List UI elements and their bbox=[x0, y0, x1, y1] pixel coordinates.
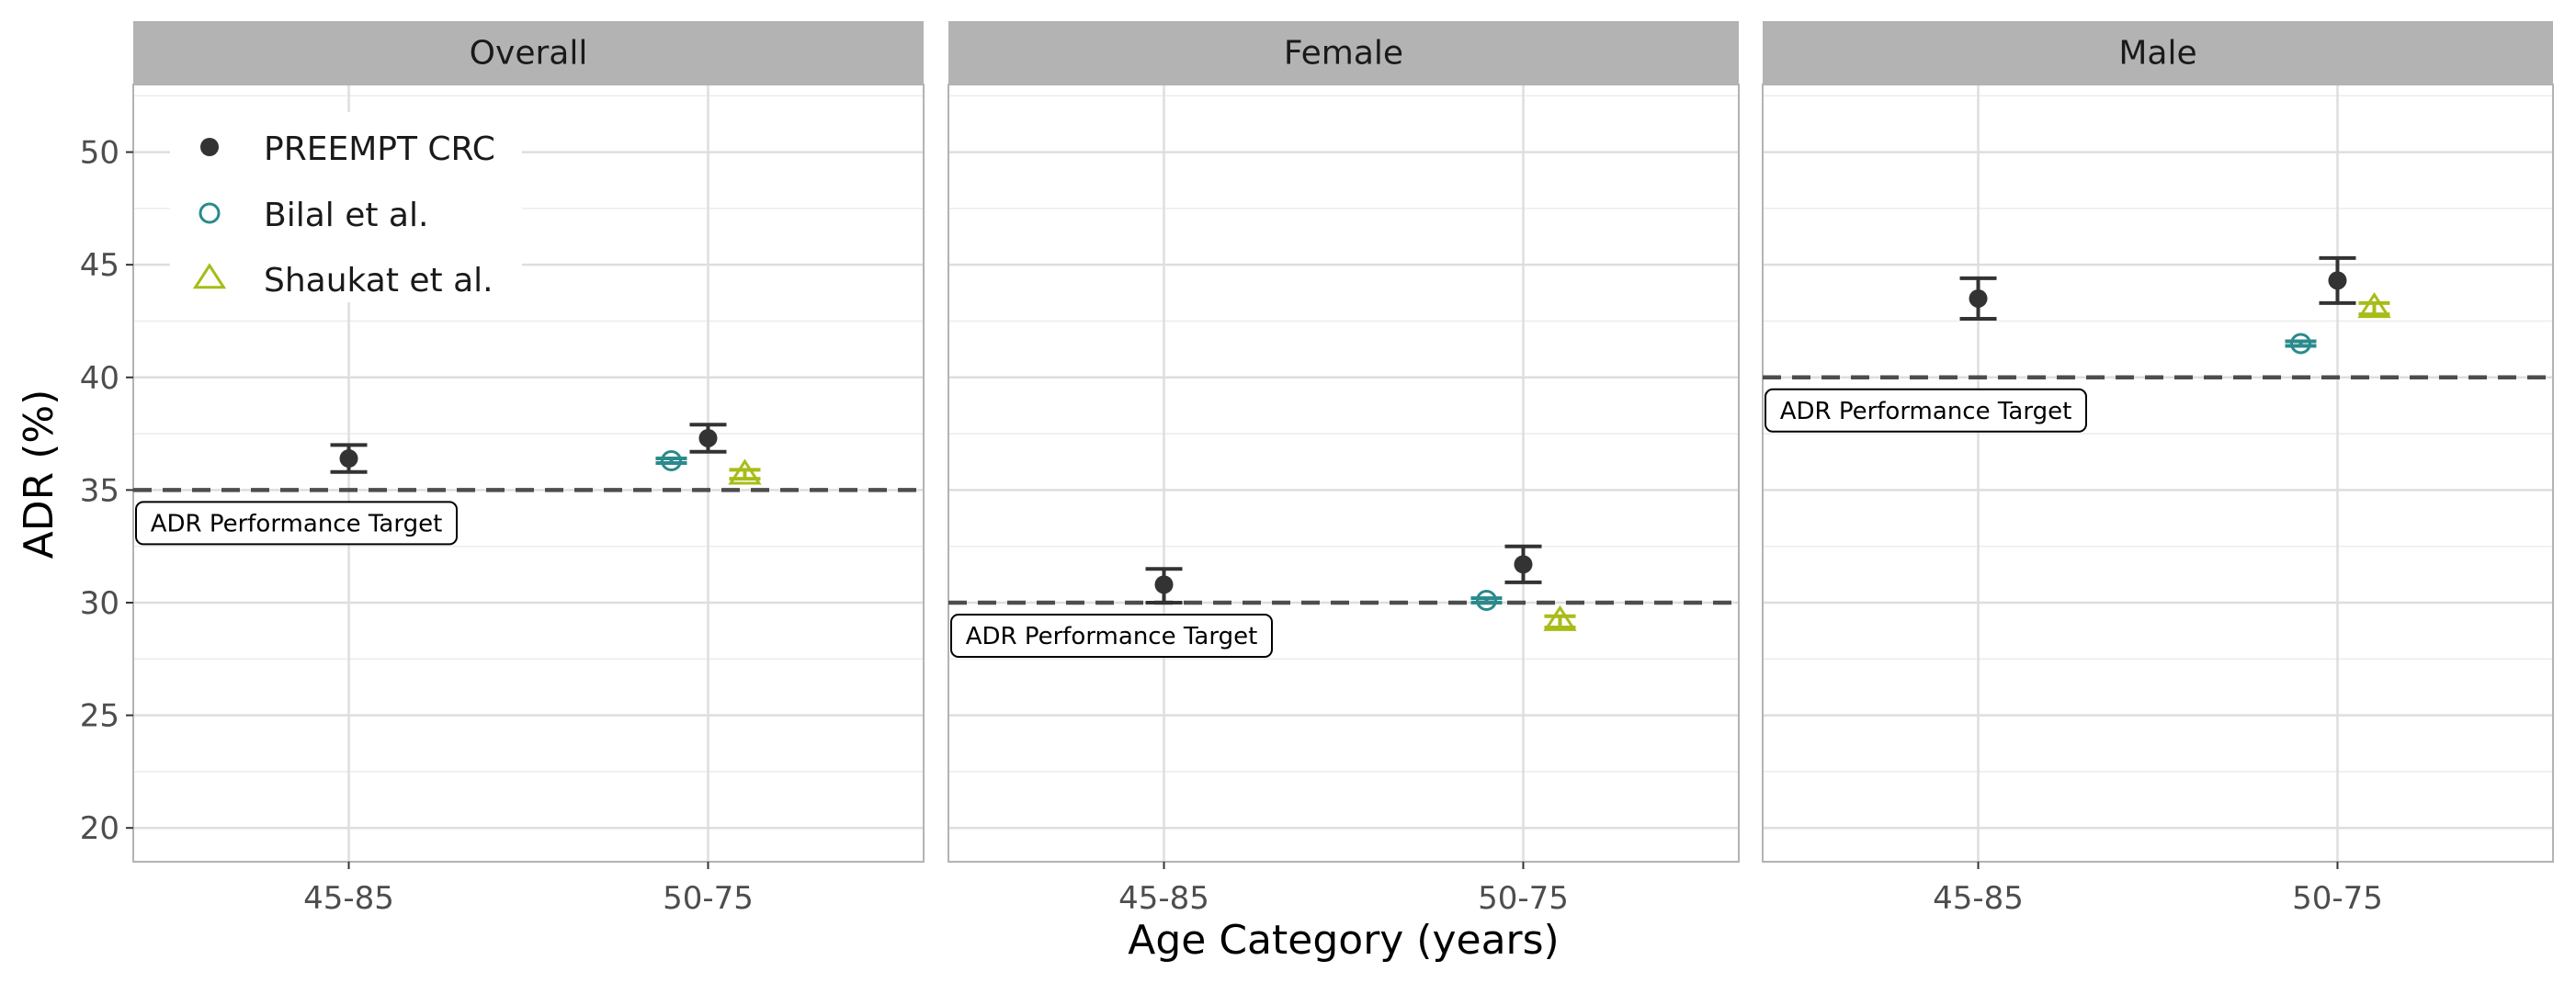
strip-title-female: Female bbox=[1284, 35, 1403, 73]
data-point-preempt-crc bbox=[339, 449, 358, 469]
legend-label: Shaukat et al. bbox=[264, 262, 494, 299]
y-tick-label: 30 bbox=[80, 585, 119, 622]
y-tick-label: 25 bbox=[80, 698, 119, 735]
target-label-male: ADR Performance Target bbox=[1780, 398, 2072, 425]
strip-overall bbox=[133, 21, 924, 85]
strip-female bbox=[948, 21, 1739, 85]
data-point-preempt-crc bbox=[2328, 271, 2347, 290]
data-point-bilal-et-al bbox=[2289, 333, 2311, 355]
data-point-shaukat-et-al bbox=[1543, 604, 1577, 631]
y-tick-label: 45 bbox=[80, 247, 119, 284]
x-tick-label: 50-75 bbox=[663, 880, 754, 917]
legend-key-shaukat-et-al bbox=[192, 263, 227, 289]
x-tick-label: 45-85 bbox=[1933, 880, 2024, 917]
strip-title-male: Male bbox=[2118, 35, 2196, 73]
y-tick-label: 35 bbox=[80, 472, 119, 509]
target-label-box-male bbox=[1765, 388, 2087, 433]
data-point-preempt-crc bbox=[1514, 555, 1533, 574]
strip-male bbox=[1763, 21, 2553, 85]
x-axis-title: Age Category (years) bbox=[1128, 917, 1559, 964]
legend-label: Bilal et al. bbox=[264, 197, 428, 234]
legend-key-preempt-crc bbox=[200, 138, 219, 156]
x-tick-label: 50-75 bbox=[2292, 880, 2383, 917]
data-point-bilal-et-al bbox=[660, 450, 682, 472]
data-point-shaukat-et-al bbox=[2357, 292, 2391, 319]
data-point-preempt-crc bbox=[1969, 288, 1988, 308]
data-point-bilal-et-al bbox=[1475, 590, 1497, 612]
data-point-preempt-crc bbox=[698, 428, 718, 447]
data-point-preempt-crc bbox=[1154, 575, 1174, 594]
strip-title-overall: Overall bbox=[470, 35, 588, 73]
y-axis-title: ADR (%) bbox=[16, 390, 62, 559]
legend-background bbox=[170, 112, 522, 302]
legend-label: PREEMPT CRC bbox=[264, 130, 495, 168]
x-tick-label: 45-85 bbox=[1118, 880, 1209, 917]
x-tick-label: 50-75 bbox=[1478, 880, 1569, 917]
target-label-box-overall bbox=[135, 501, 458, 546]
target-label-box-female bbox=[950, 614, 1273, 658]
target-label-female: ADR Performance Target bbox=[966, 623, 1258, 650]
target-label-overall: ADR Performance Target bbox=[151, 510, 443, 537]
y-tick-label: 40 bbox=[80, 360, 119, 397]
panel-male-background bbox=[1763, 85, 2553, 862]
y-tick-label: 20 bbox=[80, 810, 119, 847]
legend-key-bilal-et-al bbox=[199, 202, 221, 224]
data-point-shaukat-et-al bbox=[728, 458, 762, 485]
x-tick-label: 45-85 bbox=[303, 880, 394, 917]
y-tick-label: 50 bbox=[80, 135, 119, 172]
panel-female-background bbox=[948, 85, 1739, 862]
